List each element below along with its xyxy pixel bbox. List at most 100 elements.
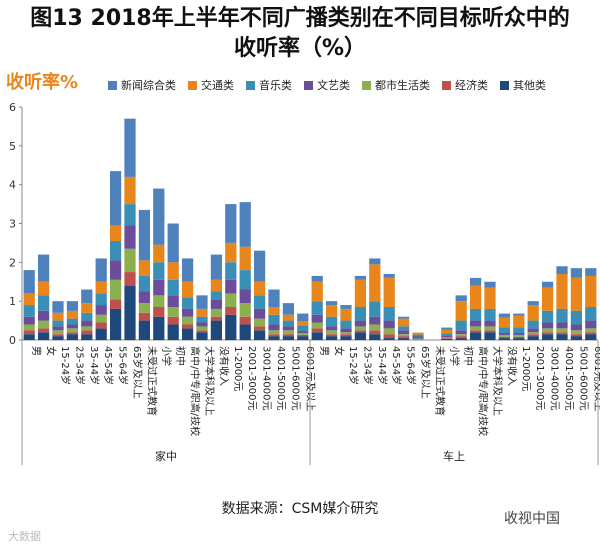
- bar-segment: [527, 332, 539, 335]
- bar-segment: [225, 242, 237, 263]
- bar-segment: [138, 209, 151, 261]
- bar-segment: [527, 334, 539, 337]
- bar-segment: [556, 328, 568, 333]
- x-tick-label: 15-24岁: [347, 346, 360, 385]
- x-tick-label: 65岁及以上: [131, 346, 144, 399]
- bar-segment: [37, 320, 50, 329]
- bar-segment: [441, 338, 453, 340]
- x-tick-label: 未受过正式教育: [145, 346, 158, 416]
- bar-segment: [541, 287, 554, 311]
- x-tick-label: 1-2000元: [232, 346, 243, 391]
- legend-swatch: [362, 81, 371, 90]
- bar-segment: [513, 333, 525, 335]
- bar-segment: [585, 332, 597, 335]
- bar-segment: [167, 324, 179, 340]
- x-tick-label: 4001-5000元: [275, 346, 286, 411]
- bar-segment: [109, 260, 122, 280]
- bar-segment: [469, 330, 482, 333]
- x-tick-label: 女: [333, 346, 346, 356]
- bar-segment: [484, 308, 496, 321]
- bar-segment: [167, 223, 179, 263]
- bar-segment: [369, 324, 381, 331]
- bar-segment: [412, 336, 424, 339]
- bar-segment: [196, 322, 208, 327]
- bar-segment: [210, 308, 223, 317]
- bar-segment: [354, 330, 367, 333]
- bar-segment: [124, 272, 136, 286]
- bar-segment: [527, 301, 539, 306]
- bar-segment: [52, 320, 64, 327]
- bar-segment: [210, 291, 223, 300]
- x-tick-label: 女: [45, 346, 58, 356]
- bar-segment: [383, 277, 395, 307]
- bar-segment: [469, 326, 482, 331]
- bar-segment: [469, 285, 482, 309]
- bar-segment: [109, 308, 122, 340]
- bar-segment: [441, 337, 453, 339]
- y-tick-label: 2: [9, 256, 16, 269]
- y-tick-label: 1: [9, 295, 16, 308]
- bar-segment: [340, 332, 352, 335]
- bar-segment: [570, 324, 583, 331]
- bar-segment: [95, 281, 107, 294]
- bar-segment: [37, 332, 50, 340]
- y-axis-caption: 收听率%: [6, 72, 79, 93]
- bar-segment: [210, 299, 223, 309]
- bar-segment: [23, 305, 35, 317]
- bar-segment: [23, 293, 35, 306]
- legend-swatch: [500, 81, 509, 90]
- bar-segment: [455, 334, 467, 337]
- bar-segment: [225, 306, 237, 315]
- bar-segment: [541, 281, 554, 288]
- bar-segment: [95, 314, 107, 323]
- x-tick-label: 高中/中专/职高/技校: [477, 346, 490, 436]
- x-tick-label: 25-34岁: [73, 346, 86, 385]
- bar-segment: [196, 330, 208, 333]
- bar-segment: [513, 313, 525, 316]
- x-tick-label: 小学: [448, 346, 461, 366]
- bar-segment: [297, 336, 309, 340]
- x-tick-label: 5001-6000元: [289, 346, 300, 411]
- bar-segment: [527, 328, 539, 333]
- bar-segment: [109, 299, 122, 309]
- bar-segment: [397, 334, 410, 337]
- legend-item: 交通类: [188, 77, 234, 93]
- bar-segment: [268, 306, 280, 315]
- bar-segment: [153, 188, 165, 245]
- bar-segment: [469, 308, 482, 321]
- legend-item: 新闻综合类: [108, 77, 176, 93]
- bar-segment: [513, 334, 525, 337]
- bar-segment: [282, 320, 295, 327]
- x-tick-label: 45-54岁: [102, 346, 115, 385]
- title-line-1: 图13 2018年上半年不同广播类别在不同目标听众中的: [30, 6, 570, 31]
- bar-segment: [340, 336, 352, 340]
- x-tick-label: 25-34岁: [361, 346, 374, 385]
- bar-segment: [124, 285, 136, 340]
- bar-segment: [66, 301, 79, 311]
- bar-segment: [556, 334, 568, 340]
- bar-segment: [282, 303, 295, 315]
- bar-segment: [109, 171, 122, 226]
- bar-segment: [469, 320, 482, 327]
- bar-segment: [181, 297, 194, 309]
- bar-segment: [354, 306, 367, 321]
- bar-segment: [541, 310, 554, 323]
- legend-swatch: [442, 81, 451, 90]
- bar-segment: [340, 334, 352, 337]
- bar-segment: [541, 334, 554, 340]
- bar-segment: [484, 332, 496, 340]
- bar-segment: [455, 338, 467, 340]
- bar-segment: [570, 277, 583, 311]
- bar-segment: [369, 264, 381, 302]
- bar-segment: [340, 305, 352, 309]
- bar-segment: [52, 330, 64, 335]
- bar-segment: [138, 320, 151, 340]
- bar-segment: [354, 279, 367, 307]
- legend-label: 其他类: [513, 79, 546, 92]
- legend-swatch: [304, 81, 313, 90]
- bar-segment: [181, 324, 194, 329]
- bar-segment: [311, 275, 323, 282]
- bar-segment: [354, 326, 367, 331]
- bar-segment: [81, 330, 93, 335]
- bar-segment: [225, 279, 237, 294]
